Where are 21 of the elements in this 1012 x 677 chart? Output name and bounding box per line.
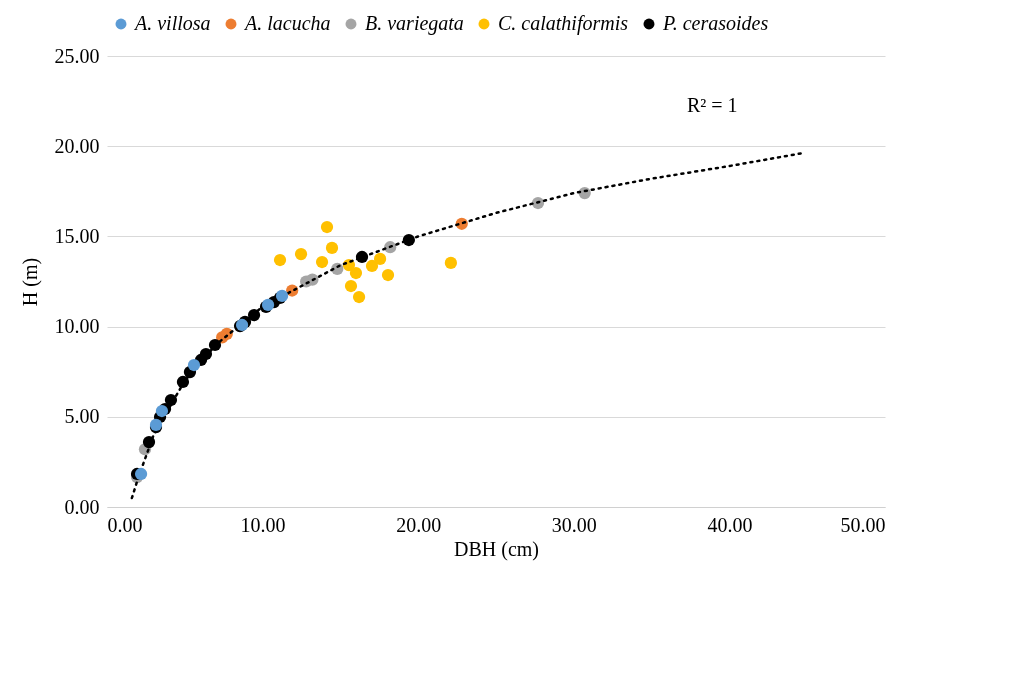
line-series	[130, 152, 803, 500]
y-tick-label: 10.00	[54, 315, 100, 338]
x-axis-title: DBH (cm)	[454, 537, 539, 561]
y-tick-label: 25.00	[54, 44, 100, 67]
legend-label: P. cerasoides	[662, 12, 769, 34]
annotation: R² = 1	[687, 94, 738, 116]
x-tick-label: 10.00	[240, 513, 286, 536]
x-tick-label: 50.00	[840, 513, 886, 536]
x-tick-label: 30.00	[551, 513, 597, 536]
legend-label: B. variegata	[365, 12, 464, 35]
x-tick-label: 40.00	[707, 513, 753, 536]
legend-label: A. villosa	[133, 12, 211, 34]
x-tick-label: 20.00	[396, 513, 442, 536]
legend-label: A. lacucha	[243, 12, 331, 34]
y-axis-title: H (m)	[18, 257, 42, 307]
y-tick-label: 20.00	[54, 134, 100, 157]
y-tick-label: 5.00	[64, 405, 100, 428]
x-tick-label: 0.00	[107, 513, 143, 536]
legend-label: C. calathiformis	[498, 12, 629, 35]
y-tick-label: 0.00	[64, 495, 100, 518]
y-tick-label: 15.00	[54, 224, 100, 247]
